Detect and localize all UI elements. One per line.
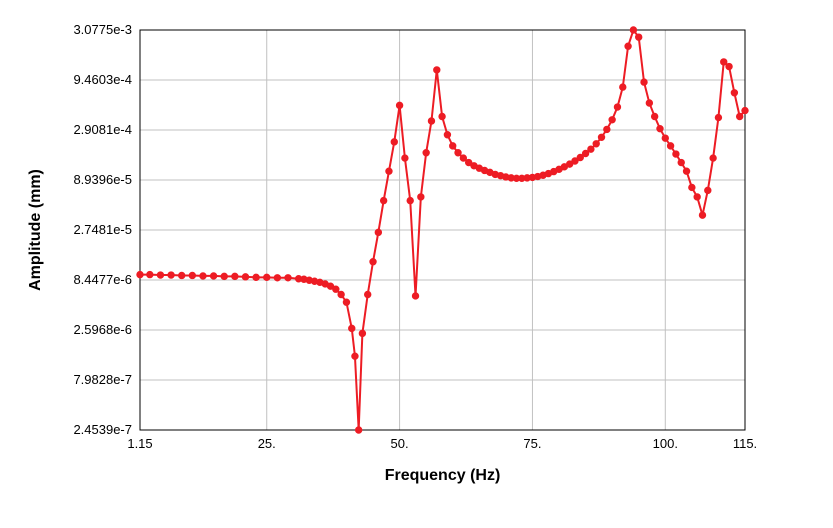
series-marker: [232, 273, 238, 279]
series-marker: [450, 143, 456, 149]
series-marker: [264, 274, 270, 280]
y-tick-label: 3.0775e-3: [73, 22, 132, 37]
series-marker: [673, 151, 679, 157]
series-marker: [423, 150, 429, 156]
series-marker: [731, 90, 737, 96]
series-marker: [189, 272, 195, 278]
series-marker: [412, 293, 418, 299]
series-marker: [646, 100, 652, 106]
series-marker: [168, 272, 174, 278]
series-marker: [338, 291, 344, 297]
series-marker: [742, 107, 748, 113]
series-marker: [715, 114, 721, 120]
series-marker: [210, 273, 216, 279]
series-marker: [630, 27, 636, 33]
series-marker: [641, 79, 647, 85]
series-marker: [137, 271, 143, 277]
y-tick-label: 9.4603e-4: [73, 72, 132, 87]
series-marker: [439, 113, 445, 119]
series-marker: [407, 197, 413, 203]
series-marker: [705, 187, 711, 193]
series-marker: [221, 273, 227, 279]
series-marker: [253, 274, 259, 280]
series-marker: [349, 325, 355, 331]
x-tick-label: 115.: [733, 436, 757, 451]
series-marker: [343, 299, 349, 305]
x-axis-label: Frequency (Hz): [385, 467, 501, 484]
series-marker: [418, 194, 424, 200]
series-marker: [375, 229, 381, 235]
series-marker: [620, 84, 626, 90]
series-marker: [434, 67, 440, 73]
series-marker: [355, 427, 361, 433]
series-marker: [657, 125, 663, 131]
y-tick-label: 8.4477e-6: [73, 272, 132, 287]
x-tick-label: 75.: [523, 436, 541, 451]
series-marker: [710, 155, 716, 161]
series-marker: [444, 132, 450, 138]
y-tick-label: 2.9081e-4: [73, 122, 132, 137]
series-marker: [352, 353, 358, 359]
x-tick-label: 25.: [258, 436, 276, 451]
series-marker: [726, 63, 732, 69]
series-marker: [636, 34, 642, 40]
series-marker: [179, 272, 185, 278]
series-marker: [651, 113, 657, 119]
series-marker: [593, 141, 599, 147]
series-marker: [582, 150, 588, 156]
x-tick-label: 100.: [653, 436, 678, 451]
series-marker: [460, 155, 466, 161]
series-marker: [689, 184, 695, 190]
amplitude-frequency-chart: 1.15 25. 50. 75. 100. 115. 3.0775e-3 9.4603e-4 2…: [0, 0, 833, 528]
series-marker: [285, 275, 291, 281]
series-marker: [147, 271, 153, 277]
x-tick-label: 50.: [391, 436, 409, 451]
series-marker: [402, 155, 408, 161]
series-marker: [662, 135, 668, 141]
series-marker: [614, 104, 620, 110]
series-marker: [604, 126, 610, 132]
series-marker: [736, 113, 742, 119]
series-marker: [200, 273, 206, 279]
series-marker: [333, 286, 339, 292]
series-marker: [386, 168, 392, 174]
series-marker: [678, 159, 684, 165]
y-tick-label: 8.9396e-5: [73, 172, 132, 187]
series-marker: [598, 134, 604, 140]
series-marker: [274, 275, 280, 281]
y-axis-label: Amplitude (mm): [27, 169, 44, 291]
series-marker: [428, 118, 434, 124]
series-marker: [359, 330, 365, 336]
series-marker: [721, 59, 727, 65]
series-marker: [625, 43, 631, 49]
plot-area: 1.15 25. 50. 75. 100. 115. 3.0775e-3 9.4603e-4 2…: [73, 22, 757, 451]
series-marker: [370, 259, 376, 265]
series-marker: [365, 291, 371, 297]
x-tick-label: 1.15: [127, 436, 152, 451]
series-marker: [455, 150, 461, 156]
series-marker: [391, 139, 397, 145]
series-marker: [380, 197, 386, 203]
series-marker: [588, 146, 594, 152]
series-marker: [667, 143, 673, 149]
series-marker: [157, 272, 163, 278]
series-marker: [699, 212, 705, 218]
series-marker: [694, 194, 700, 200]
y-tick-label: 2.4539e-7: [73, 422, 132, 437]
series-marker: [609, 117, 615, 123]
y-tick-label: 2.7481e-5: [73, 222, 132, 237]
series-marker: [683, 168, 689, 174]
y-tick-label: 2.5968e-6: [73, 322, 132, 337]
y-tick-label: 7.9828e-7: [73, 372, 132, 387]
series-marker: [396, 102, 402, 108]
series-marker: [242, 274, 248, 280]
